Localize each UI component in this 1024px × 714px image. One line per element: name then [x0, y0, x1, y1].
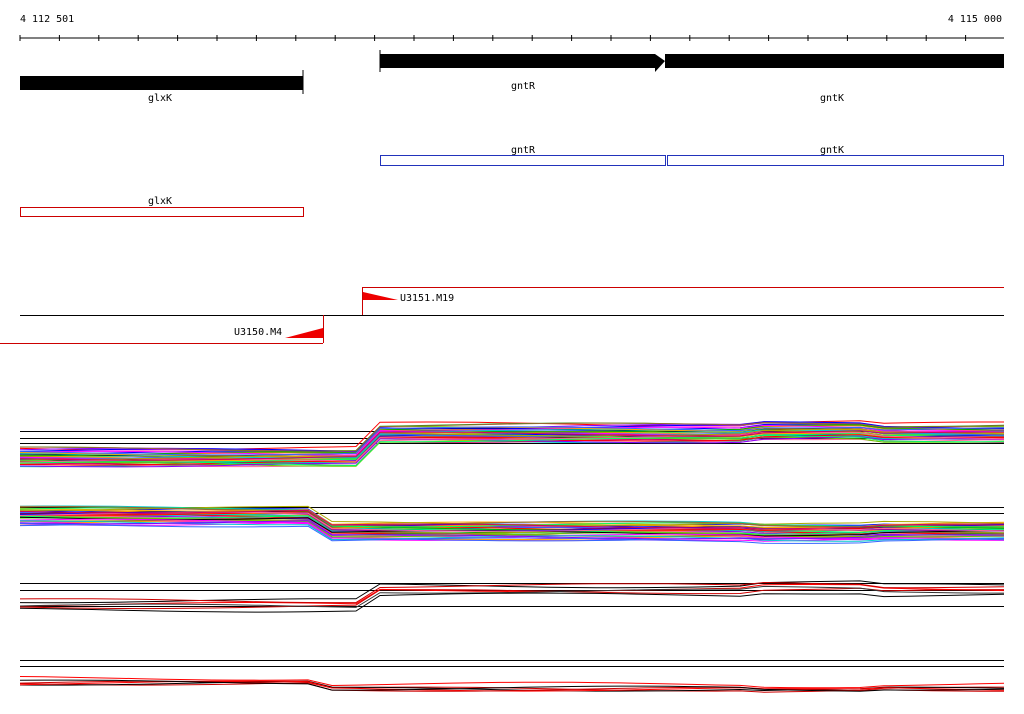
expression-line — [19, 424, 1005, 457]
gene-arrow — [380, 54, 665, 72]
expression-line — [19, 431, 1005, 463]
expression-line — [19, 430, 1004, 461]
expression-line — [19, 580, 1005, 604]
expression-line — [19, 584, 1005, 607]
expression-line — [19, 429, 1005, 459]
expression-line — [19, 592, 1005, 613]
read-label: U3150.M4 — [234, 327, 282, 338]
expression-line — [19, 581, 1005, 604]
gene-bar — [665, 54, 1004, 68]
expression-line — [19, 523, 1005, 544]
gene-label: gntR — [511, 81, 536, 92]
transcript-label: gntR — [511, 145, 536, 156]
expression-tracks — [19, 420, 1005, 693]
expression-line — [19, 585, 1004, 608]
expression-line — [20, 428, 1005, 461]
expression-line — [19, 676, 1005, 689]
expression-line — [19, 424, 1005, 456]
expression-line — [20, 505, 1005, 528]
read-label: U3151.M19 — [400, 293, 454, 304]
expression-line — [20, 421, 1005, 452]
expression-line — [19, 434, 1005, 467]
read-marker — [363, 292, 398, 300]
ruler-end: 4 115 000 — [948, 14, 1002, 25]
expression-line — [19, 587, 1004, 610]
transcript-label: gntK — [820, 145, 844, 156]
ruler-start: 4 112 501 — [20, 14, 74, 25]
expression-line — [19, 679, 1005, 692]
gene-label: glxK — [148, 93, 172, 104]
gene-label: gntK — [820, 93, 844, 104]
read-marker — [285, 328, 323, 338]
transcript-box — [380, 155, 666, 166]
transcript-box — [667, 155, 1004, 166]
expression-line — [19, 509, 1004, 530]
expression-line — [19, 426, 1005, 456]
ruler-ticks — [19, 35, 967, 41]
expression-line — [19, 520, 1005, 540]
gene-bar — [20, 76, 303, 90]
transcript-box — [20, 207, 304, 217]
transcript-label: glxK — [148, 196, 172, 207]
